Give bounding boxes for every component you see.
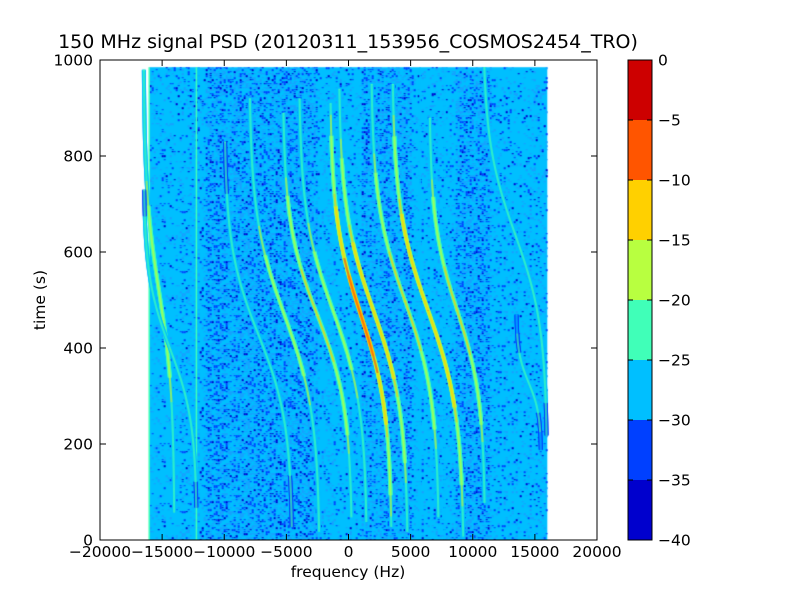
x-tick-label: 0 — [344, 543, 354, 561]
x-tick-label: −15000 — [131, 543, 193, 561]
colorbar-tick-label: 0 — [658, 52, 668, 70]
x-tick-label: −20000 — [69, 543, 131, 561]
y-tick-label: 1000 — [54, 52, 93, 70]
y-tick-label: 200 — [63, 436, 93, 454]
x-axis-label: frequency (Hz) — [291, 563, 406, 581]
colorbar-segment — [628, 300, 652, 360]
psd-heatmap — [100, 60, 597, 540]
colorbar-tick-label: −15 — [658, 232, 691, 250]
chart-title: 150 MHz signal PSD (20120311_153956_COSM… — [58, 31, 638, 53]
x-tick-label: 10000 — [448, 543, 497, 561]
colorbar-tick-label: −5 — [658, 112, 681, 130]
x-tick-label: −10000 — [193, 543, 255, 561]
colorbar-tick-label: −35 — [658, 472, 691, 490]
x-axis: −20000 −15000 −10000 −5000 0 5000 10000 15000 20… — [69, 60, 622, 561]
colorbar-tick-label: −30 — [658, 412, 691, 430]
x-tick-label: −5000 — [260, 543, 312, 561]
colorbar: −40 −35 −30 −25 −20 −15 −10 −5 0 — [627, 52, 691, 550]
x-tick-label: 15000 — [510, 543, 559, 561]
x-tick-label: 20000 — [572, 543, 621, 561]
colorbar-segment — [628, 60, 652, 120]
y-tick-label: 600 — [63, 244, 93, 262]
colorbar-tick-label: −10 — [658, 172, 691, 190]
colorbar-segment — [628, 360, 652, 420]
y-axis-label: time (s) — [31, 270, 49, 330]
colorbar-tick-label: −40 — [658, 532, 691, 550]
colorbar-tick-label: −25 — [658, 352, 691, 370]
y-tick-label: 0 — [83, 532, 93, 550]
y-axis: 0 200 400 600 800 1000 — [54, 52, 597, 550]
plot-area — [99, 59, 598, 541]
colorbar-segment — [628, 420, 652, 480]
x-tick-label: 5000 — [391, 543, 430, 561]
heatmap-image-container — [100, 60, 597, 540]
colorbar-segment — [628, 240, 652, 300]
colorbar-segment — [628, 180, 652, 240]
colorbar-segment — [628, 480, 652, 540]
y-tick-label: 400 — [63, 340, 93, 358]
colorbar-segment — [628, 120, 652, 180]
y-tick-label: 800 — [63, 148, 93, 166]
colorbar-tick-label: −20 — [658, 292, 691, 310]
